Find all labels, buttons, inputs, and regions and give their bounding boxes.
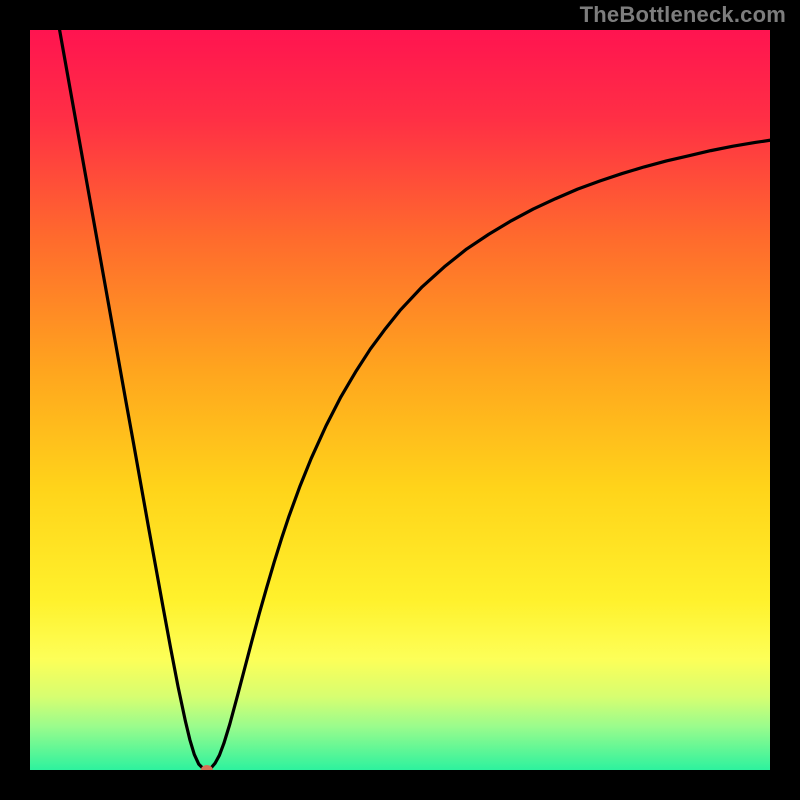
watermark-text: TheBottleneck.com <box>580 2 786 28</box>
bottleneck-curve <box>60 30 770 770</box>
curve-layer <box>30 30 770 770</box>
chart-frame: TheBottleneck.com <box>0 0 800 800</box>
plot-area <box>30 30 770 770</box>
